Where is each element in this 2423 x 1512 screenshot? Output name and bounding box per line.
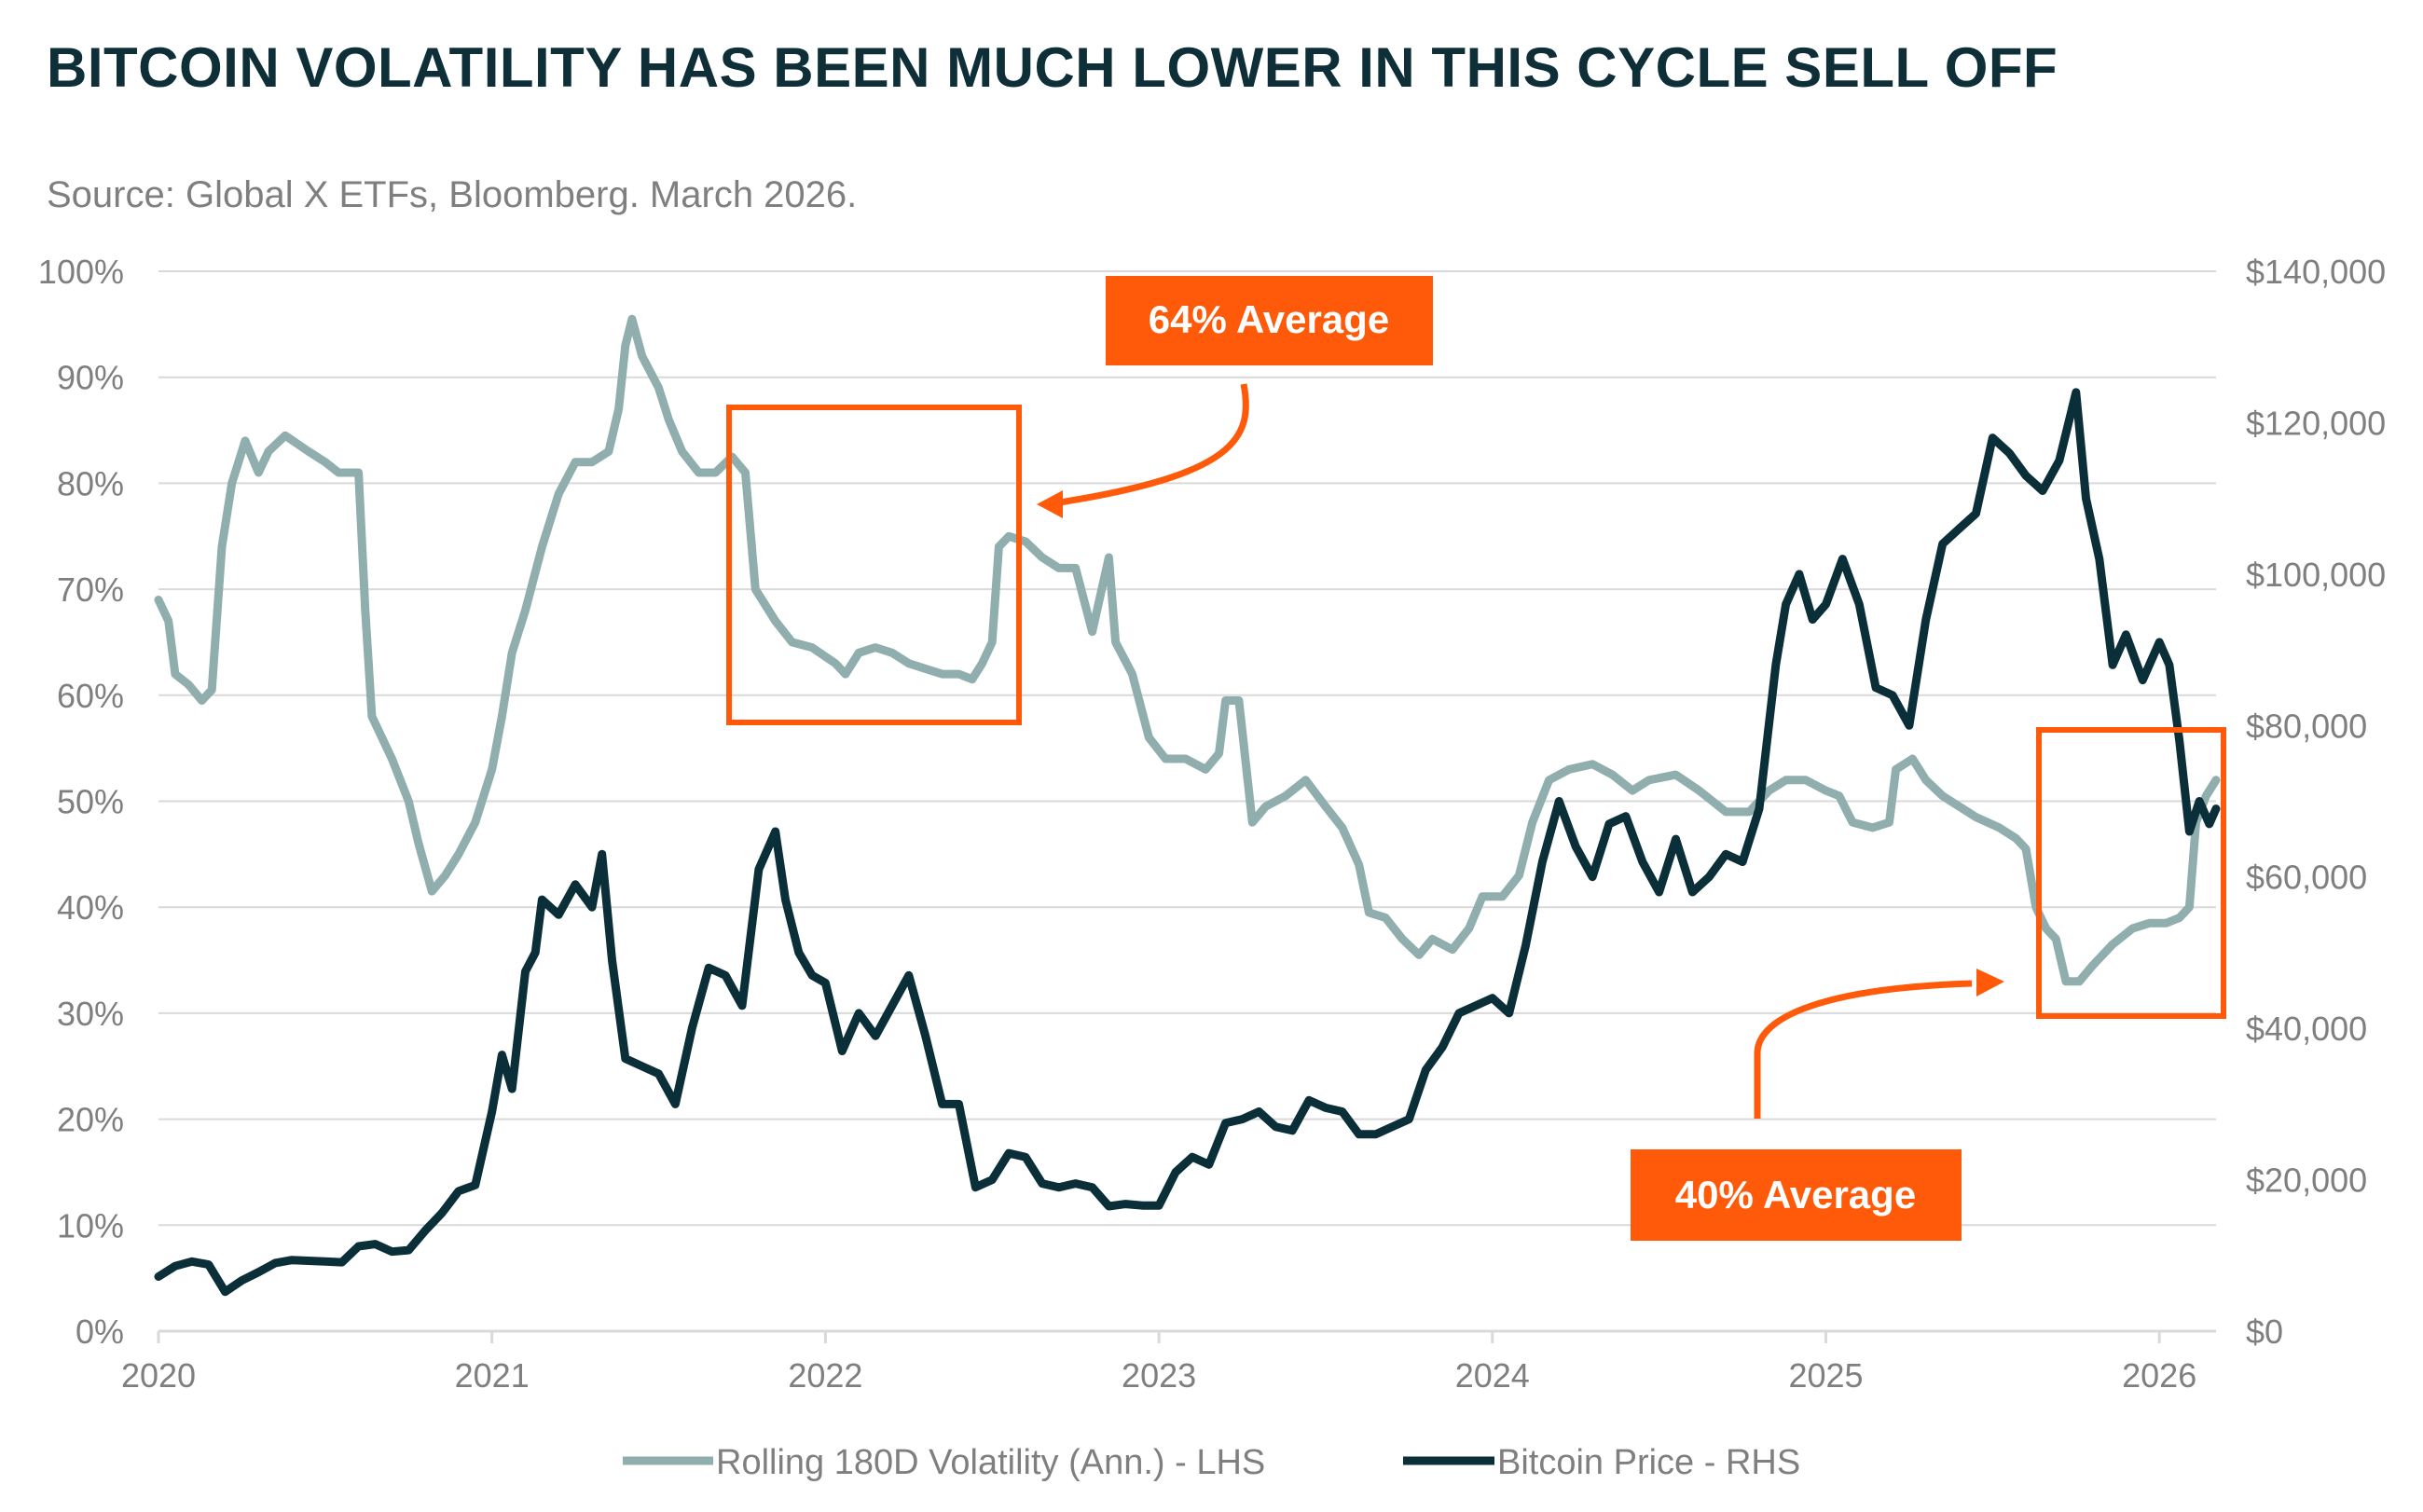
gridlines xyxy=(158,270,2216,1227)
callout-64-average: 64% Average xyxy=(1106,276,1433,365)
x-axis: 2020 2021 2022 2023 2024 2025 2026 xyxy=(121,1329,2216,1395)
x-tick-label: 2024 xyxy=(1455,1356,1530,1395)
right-tick-label: $40,000 xyxy=(2246,1010,2367,1048)
left-axis: 0% 10% 20% 30% 40% 50% 60% 70% 80% 90% 100% xyxy=(38,253,124,1351)
left-tick-label: 10% xyxy=(57,1206,124,1244)
bitcoin-price-series-line xyxy=(154,388,2221,1297)
legend-bitcoin-price-label: Bitcoin Price - RHS xyxy=(1497,1443,1800,1482)
left-tick-label: 60% xyxy=(57,677,124,715)
callout-40-average-box xyxy=(1631,1149,1962,1241)
callout-40-average-label: 40% Average xyxy=(1675,1173,1916,1216)
callout-64-average-box xyxy=(1106,276,1433,365)
right-tick-label: $120,000 xyxy=(2246,404,2386,442)
highlight-box-2022 xyxy=(726,405,1022,725)
callout-64-average-arrow xyxy=(1053,383,1249,507)
legend: Rolling 180D Volatility (Ann.) - LHS Bit… xyxy=(623,1443,1800,1482)
plot-area xyxy=(154,314,2221,1297)
chart-title: BITCOIN VOLATILITY HAS BEEN MUCH LOWER I… xyxy=(47,36,2058,99)
callout-40-average-arrow xyxy=(1754,980,1973,1119)
x-tick-label: 2020 xyxy=(121,1356,196,1395)
left-tick-label: 50% xyxy=(57,783,124,821)
left-tick-label: 40% xyxy=(57,888,124,927)
left-tick-label: 30% xyxy=(57,995,124,1033)
x-tick-label: 2023 xyxy=(1122,1356,1196,1395)
highlight-box-2026 xyxy=(2036,727,2226,1019)
callout-64-average-label: 64% Average xyxy=(1149,297,1389,341)
right-tick-label: $60,000 xyxy=(2246,859,2367,897)
left-tick-label: 20% xyxy=(57,1101,124,1139)
callout-64-average-arrowhead xyxy=(1037,490,1063,518)
x-tick-label: 2026 xyxy=(2122,1356,2196,1395)
legend-volatility-label: Rolling 180D Volatility (Ann.) - LHS xyxy=(716,1443,1265,1482)
callout-40-average-arrowhead xyxy=(1976,969,2004,997)
x-tick-label: 2022 xyxy=(788,1356,862,1395)
left-tick-label: 90% xyxy=(57,359,124,397)
right-tick-label: $80,000 xyxy=(2246,707,2367,745)
right-tick-label: $100,000 xyxy=(2246,556,2386,594)
x-tick-label: 2021 xyxy=(455,1356,530,1395)
left-tick-label: 0% xyxy=(76,1313,124,1351)
left-tick-label: 100% xyxy=(38,253,124,291)
volatility-series-line xyxy=(154,314,2221,986)
right-tick-label: $0 xyxy=(2246,1313,2283,1351)
left-tick-label: 70% xyxy=(57,570,124,609)
right-axis: $0 $20,000 $40,000 $60,000 $80,000 $100,000 $1… xyxy=(2246,253,2386,1351)
callout-40-average: 40% Average xyxy=(1631,1149,1962,1241)
right-tick-label: $20,000 xyxy=(2246,1161,2367,1200)
right-tick-label: $140,000 xyxy=(2246,253,2386,291)
annotations: 64% Average 40% Average xyxy=(726,276,2226,1241)
chart-source: Source: Global X ETFs, Bloomberg. March … xyxy=(47,174,858,215)
left-tick-label: 80% xyxy=(57,464,124,502)
x-tick-label: 2025 xyxy=(1788,1356,1863,1395)
